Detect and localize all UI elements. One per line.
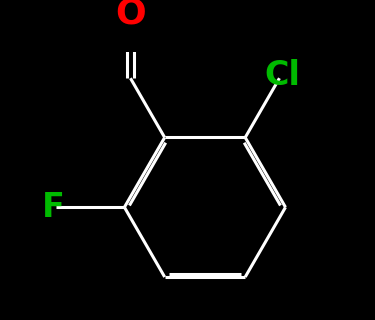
Text: O: O	[115, 0, 146, 31]
Text: Cl: Cl	[264, 59, 300, 92]
Text: F: F	[42, 191, 65, 224]
